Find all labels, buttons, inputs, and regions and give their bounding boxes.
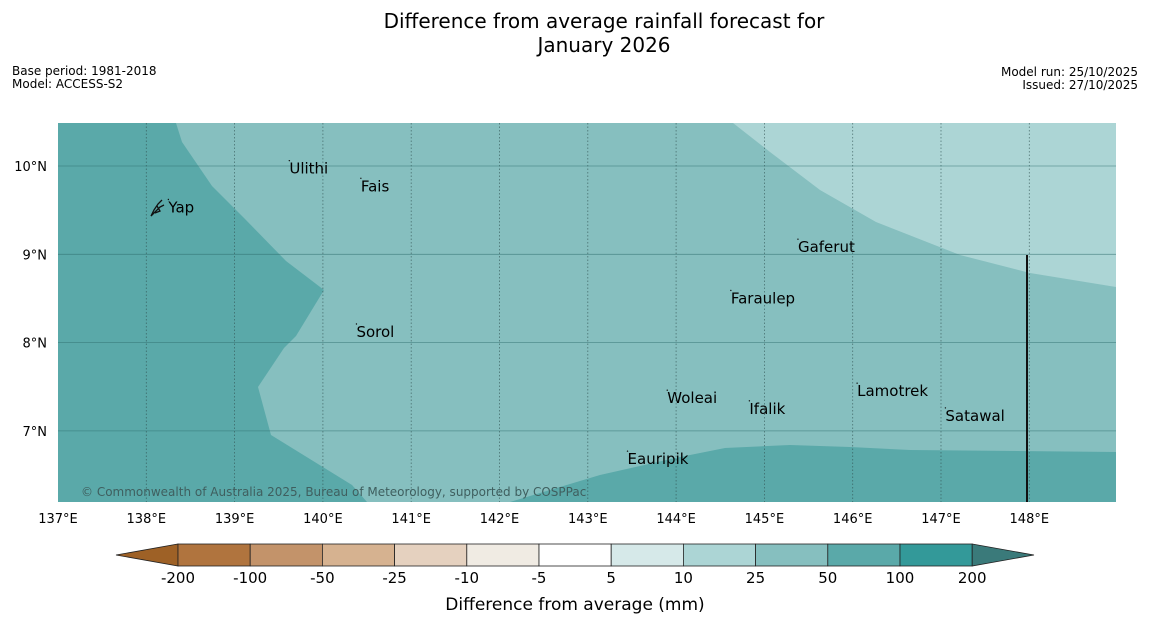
place-label: Fais [361,177,390,195]
colorbar-low-extension [115,543,179,567]
meta-left: Base period: 1981-2018 Model: ACCESS-S2 [12,65,157,91]
meta-right: Model run: 25/10/2025 Issued: 27/10/2025 [1001,66,1138,92]
colorbar-tick-label: 50 [818,569,837,587]
place-marker [748,400,751,402]
colorbar: -200 -100 -50 -25 -10 -5 5 10 25 50 100 200 [115,543,1035,587]
latitude-tick-label: 8°N [23,337,48,352]
graticule [58,123,1116,502]
colorbar-tick-label: -5 [532,569,547,587]
colorbar-segment [755,543,829,567]
colorbar-tick-label: -100 [233,569,267,587]
place-marker [360,177,362,180]
place-marker [288,159,291,162]
latitude-tick-label: 7°N [23,425,48,440]
place-marker [355,323,358,325]
colorbar-tick-label: 5 [606,569,616,587]
colorbar-high-extension [971,543,1035,567]
longitude-tick-label: 140°E [303,512,343,527]
place-marker [730,289,732,292]
place-label: Eauripik [628,450,689,468]
colorbar-segment [249,543,323,567]
place-label: Ulithi [289,160,328,178]
place-label: Ifalik [749,400,785,418]
longitude-tick-label: 141°E [391,512,431,527]
colorbar-title: Difference from average (mm) [445,595,704,615]
title-line-1: Difference from average rainfall forecas… [383,9,825,33]
place-label: Sorol [356,323,394,341]
longitude-tick-label: 148°E [1010,512,1050,527]
colorbar-segment [177,543,251,567]
colorbar-segment [683,543,757,567]
yap-island-outline [150,199,165,217]
longitude-tick-label: 138°E [127,512,167,527]
longitude-tick-label: 146°E [833,512,873,527]
title-line-2: January 2026 [537,33,671,57]
colorbar-segment [321,543,395,567]
place-label: Lamotrek [857,382,928,400]
place-marker [797,238,799,240]
colorbar-tick-label: -50 [310,569,335,587]
longitude-tick-label: 145°E [745,512,785,527]
copyright-notice: © Commonwealth of Australia 2025, Bureau… [81,485,586,499]
issued-date: Issued: 27/10/2025 [1022,78,1138,92]
colorbar-segment [538,543,612,567]
longitude-tick-label: 144°E [656,512,696,527]
place-marker [856,382,858,384]
place-labels: Yap Ulithi Fais Gaferut Faraulep Sorol Lamotre… [167,160,1004,469]
rainfall-field [58,123,1116,502]
longitude-tick-label: 147°E [921,512,961,527]
colorbar-tick-label: 10 [674,569,693,587]
model-name: Model: ACCESS-S2 [12,77,124,91]
colorbar-segment [827,543,901,567]
latitude-tick-label: 10°N [14,160,47,175]
place-label: Gaferut [798,238,855,256]
place-marker [666,389,668,391]
colorbar-tick-label: 200 [958,569,987,587]
place-marker [626,450,629,452]
colorbar-tick-label: 25 [746,569,765,587]
colorbar-tick-label: -10 [455,569,480,587]
place-label: Woleai [667,389,717,407]
place-marker [167,198,170,201]
latitude-tick-label: 9°N [23,248,48,263]
longitude-tick-label: 142°E [480,512,520,527]
longitude-tick-label: 143°E [568,512,608,527]
colorbar-tick-label: 100 [886,569,915,587]
colorbar-segment [610,543,684,567]
place-marker [944,407,947,409]
longitude-tick-label: 137°E [38,512,78,527]
chart-title: Difference from average rainfall forecas… [0,9,1150,57]
field-10-25 [733,123,1116,287]
longitude-axis: 137°E 138°E 139°E 140°E 141°E 142°E 143°E 144°E… [38,512,1049,527]
colorbar-segment [899,543,973,567]
base-period: Base period: 1981-2018 [12,64,157,78]
model-run: Model run: 25/10/2025 [1000,65,1138,79]
place-label: Yap [167,199,194,217]
colorbar-segment [394,543,468,567]
place-label: Satawal [945,407,1004,425]
latitude-axis: 10°N 9°N 8°N 7°N [14,160,47,440]
colorbar-segment [466,543,540,567]
colorbar-tick-label: -25 [382,569,407,587]
longitude-tick-label: 139°E [215,512,255,527]
colorbar-tick-label: -200 [161,569,195,587]
place-label: Faraulep [731,289,795,307]
